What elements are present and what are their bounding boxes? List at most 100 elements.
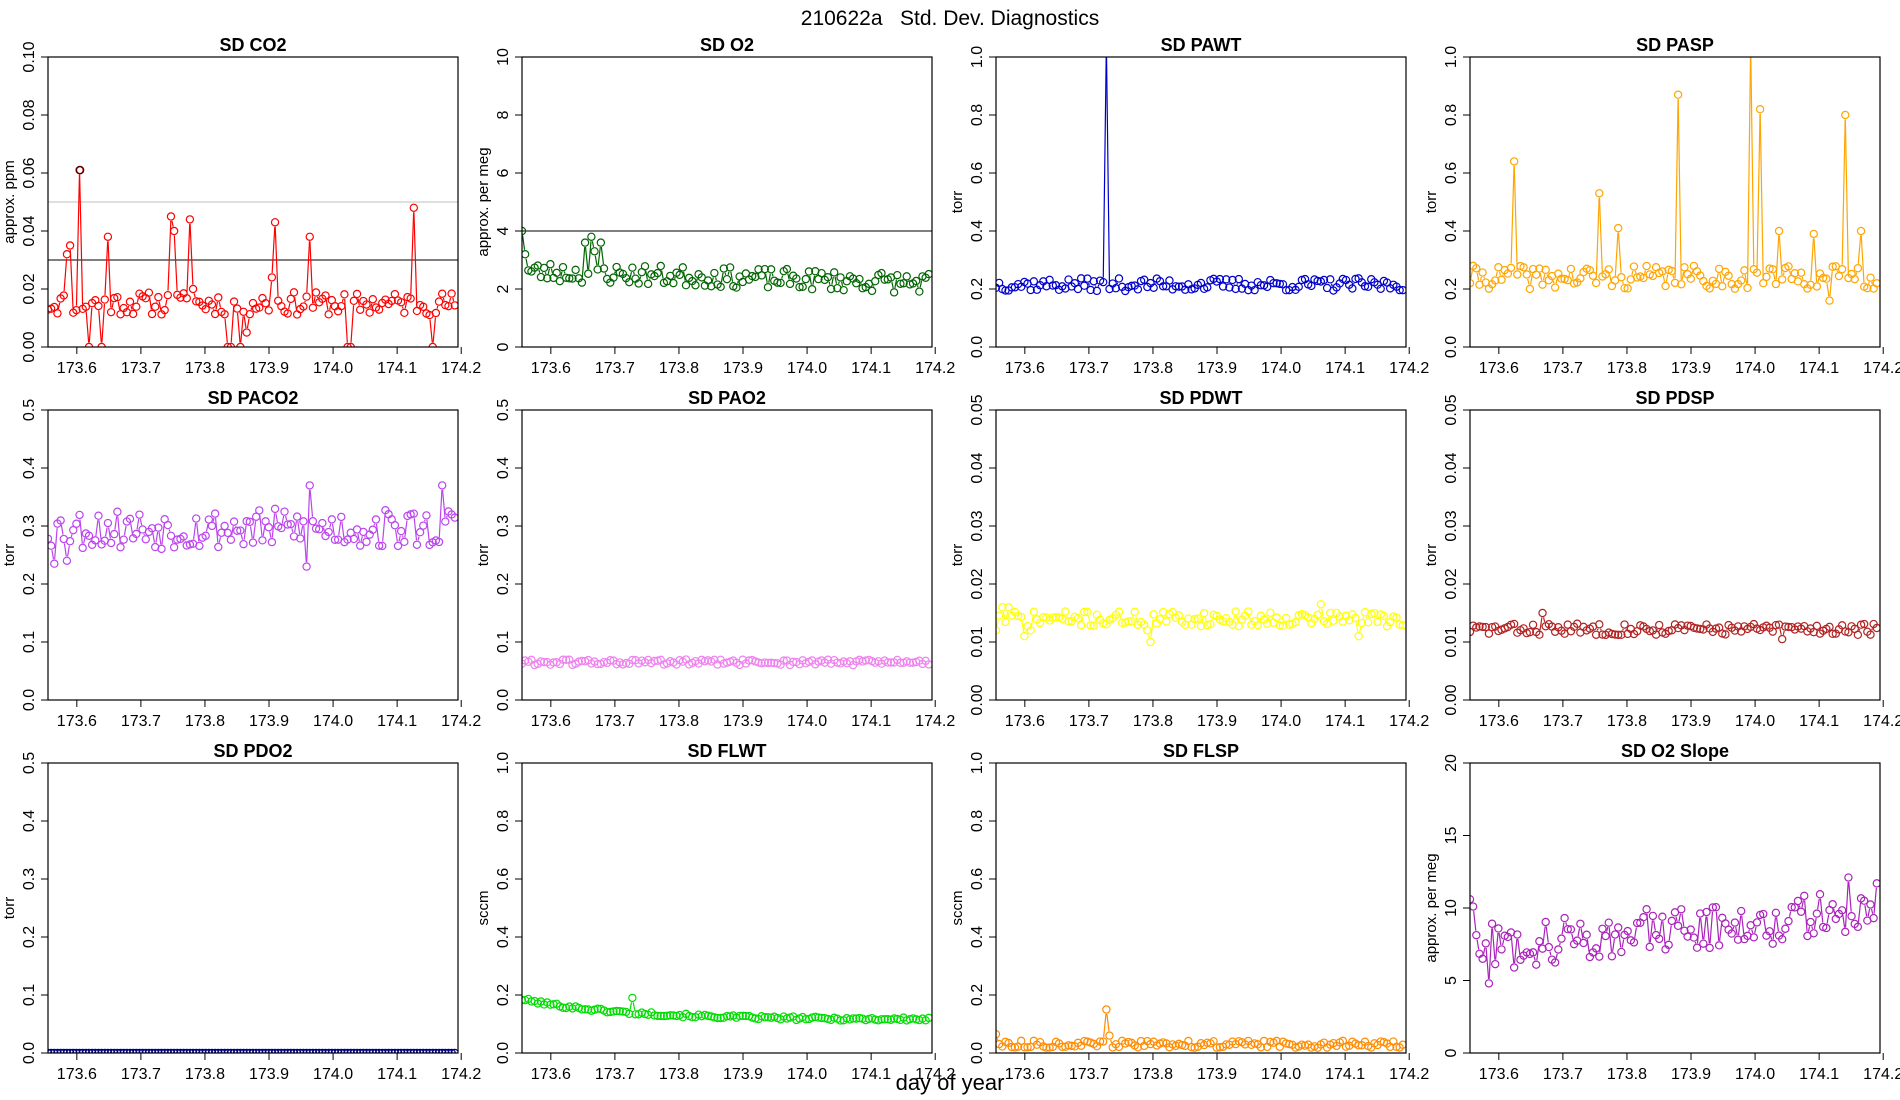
data-point: [419, 302, 428, 311]
panel-title: SD CO2: [219, 35, 286, 55]
data-point: [1538, 608, 1547, 618]
data-point: [1487, 622, 1497, 632]
data-point: [400, 537, 409, 547]
data-point: [763, 658, 773, 668]
series-segment: [246, 318, 250, 329]
data-point: [245, 309, 255, 319]
data-point: [207, 1048, 217, 1053]
series-segment: [306, 489, 311, 563]
data-point: [1329, 616, 1338, 625]
x-tick-label: 173.7: [1069, 713, 1109, 730]
data-point: [580, 238, 590, 247]
data-point: [50, 302, 59, 312]
data-point: [760, 1013, 770, 1022]
data-point: [915, 287, 924, 296]
data-point: [1127, 281, 1136, 291]
x-tick-label: 173.8: [659, 360, 699, 377]
data-point: [760, 264, 770, 274]
data-point: [233, 1048, 242, 1053]
data-point: [1591, 944, 1601, 953]
y-tick-label: 0.0: [1443, 336, 1460, 358]
series-segment: [1644, 270, 1647, 274]
data-point: [1689, 933, 1699, 942]
data-point: [1532, 960, 1541, 969]
series-segment: [1236, 615, 1239, 622]
data-point: [1535, 937, 1544, 946]
data-point: [1187, 1042, 1196, 1052]
data-point: [1595, 620, 1604, 629]
data-point: [1023, 1043, 1032, 1052]
data-point: [1866, 630, 1875, 639]
series-segment: [768, 273, 771, 283]
x-tick-label: 173.8: [185, 360, 225, 377]
data-point: [305, 232, 314, 241]
y-tick-label: 0.2: [969, 278, 986, 300]
y-axis-label: torr: [1, 544, 18, 567]
data-point: [1171, 282, 1180, 291]
data-point: [1326, 608, 1335, 618]
data-point: [110, 529, 119, 539]
data-point: [1073, 614, 1083, 623]
y-tick-label: 0.3: [21, 515, 38, 537]
data-point: [1363, 282, 1373, 292]
series-segment: [269, 531, 272, 538]
data-point: [1705, 284, 1714, 293]
series-segment: [1871, 281, 1873, 285]
data-point: [596, 238, 606, 247]
data-point: [757, 659, 766, 668]
data-point: [1218, 282, 1228, 291]
y-tick-label: 0.6: [969, 162, 986, 184]
data-point: [1228, 275, 1237, 285]
x-tick-label: 173.6: [531, 713, 571, 730]
data-point: [754, 658, 763, 667]
data-point: [1225, 283, 1234, 292]
data-point: [318, 518, 327, 528]
data-point: [669, 1011, 678, 1020]
data-point: [1222, 275, 1231, 284]
data-point: [1373, 617, 1382, 627]
y-axis-label: torr: [475, 544, 492, 567]
series-segment: [1470, 270, 1473, 279]
x-tick-label: 173.6: [1479, 1066, 1519, 1083]
y-axis-label: torr: [949, 191, 966, 214]
data-point: [807, 284, 817, 294]
series-segment: [632, 1002, 636, 1011]
series-segment: [584, 247, 589, 270]
data-point: [308, 303, 318, 312]
series-segment: [1634, 270, 1637, 274]
data-point: [53, 309, 62, 318]
data-point: [368, 1048, 378, 1053]
x-tick-label: 174.1: [1325, 360, 1365, 377]
data-point: [400, 308, 409, 318]
series-segment: [894, 279, 898, 289]
data-point: [264, 1048, 273, 1053]
series-segment: [1088, 282, 1090, 286]
series-segment: [727, 271, 730, 275]
x-tick-label: 173.9: [723, 360, 763, 377]
data-point: [1718, 282, 1727, 291]
data-point: [1519, 263, 1528, 272]
data-point: [1080, 1036, 1089, 1046]
data-point: [539, 263, 549, 273]
data-point: [1617, 273, 1626, 282]
data-point: [1629, 938, 1639, 947]
series-segment: [1542, 274, 1546, 281]
data-point: [1610, 630, 1620, 639]
data-point: [546, 1000, 555, 1009]
series-segment: [165, 299, 168, 306]
data-point: [1478, 622, 1487, 632]
y-tick-label: 0.4: [21, 810, 38, 832]
data-point: [1484, 979, 1494, 988]
data-point: [798, 282, 807, 292]
data-point: [409, 1048, 419, 1053]
series-segment: [1748, 929, 1750, 932]
data-point: [1215, 274, 1225, 284]
series-segment: [1696, 917, 1701, 944]
data-point: [217, 528, 226, 537]
data-point: [1231, 607, 1240, 616]
data-series: [996, 57, 1406, 296]
data-point: [1822, 923, 1831, 933]
data-point: [1140, 275, 1149, 284]
data-point: [393, 1048, 403, 1053]
y-tick-label: 0.8: [1443, 104, 1460, 126]
